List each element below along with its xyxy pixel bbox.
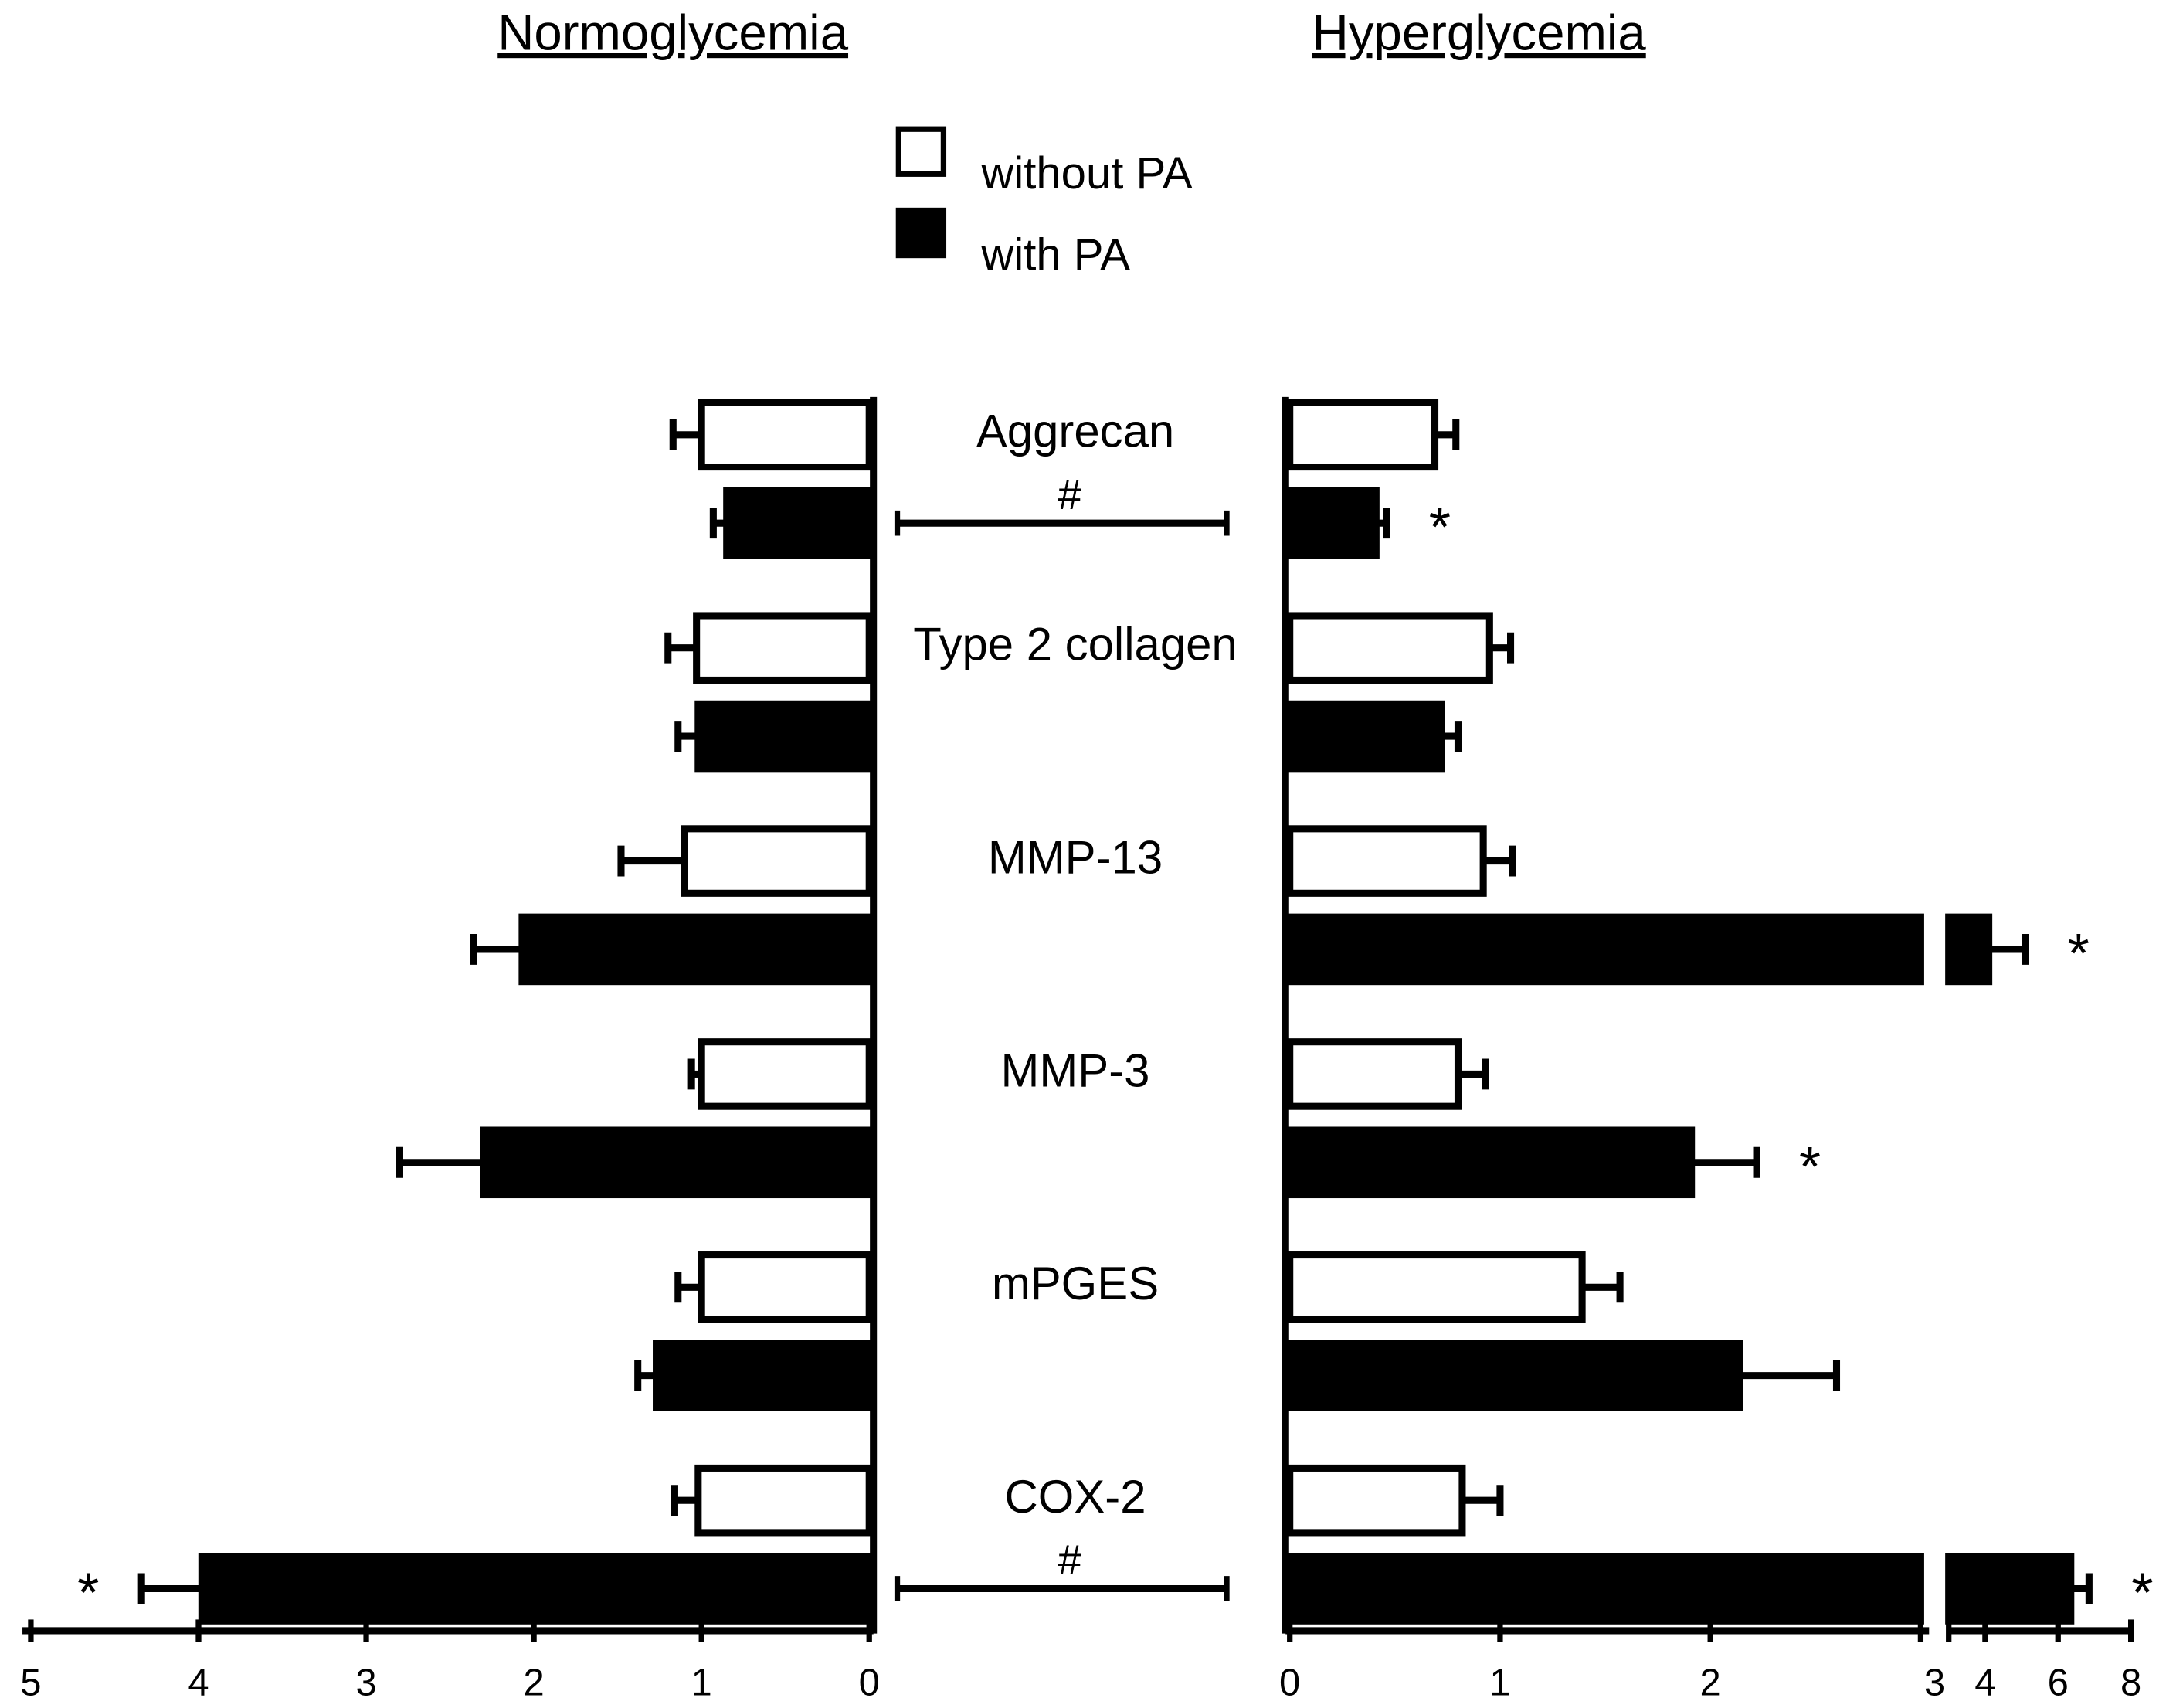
bar	[518, 913, 873, 986]
bar	[1286, 1251, 1586, 1323]
bar	[1286, 1464, 1466, 1537]
x-tick-label: 2	[523, 1662, 544, 1704]
bar	[693, 612, 873, 684]
bar	[694, 1464, 873, 1537]
category-label: Aggrecan	[976, 406, 1174, 457]
legend-label: with PA	[980, 230, 1130, 280]
x-tick-label: 3	[355, 1662, 376, 1704]
category-label: MMP-13	[988, 831, 1163, 883]
bar	[1286, 1038, 1462, 1110]
bar	[1286, 612, 1493, 684]
bar	[1286, 399, 1439, 471]
x-tick-label: 3	[1924, 1662, 1945, 1704]
bar	[698, 1038, 873, 1110]
bar	[698, 399, 873, 471]
comparison-label: #	[1058, 471, 1082, 518]
significance-mark: *	[2068, 922, 2090, 985]
panel-title: Hyperglycemia	[1312, 5, 1647, 61]
bar	[1286, 1553, 1924, 1625]
legend-swatch	[895, 207, 947, 259]
bar	[653, 1340, 873, 1411]
bar	[1286, 1340, 1743, 1411]
category-label: mPGES	[992, 1258, 1159, 1309]
x-tick-label: 8	[2120, 1662, 2141, 1704]
bar	[1286, 825, 1487, 897]
bar	[681, 825, 873, 897]
significance-mark: *	[1429, 496, 1451, 559]
x-tick-label: 4	[188, 1662, 209, 1704]
bar	[1286, 913, 1924, 986]
bar	[1945, 913, 1993, 986]
x-tick-label: 4	[1974, 1662, 1995, 1704]
legend-label: without PA	[980, 148, 1193, 199]
x-tick-label: 6	[2048, 1662, 2069, 1704]
x-tick-label: 1	[691, 1662, 712, 1704]
x-tick-label: 0	[859, 1662, 880, 1704]
bar	[480, 1126, 873, 1199]
significance-mark: *	[77, 1562, 99, 1625]
panel-title: Normoglycemia	[497, 5, 848, 61]
category-label: MMP-3	[1001, 1044, 1150, 1096]
legend-swatch	[895, 126, 947, 177]
x-tick-label: 2	[1700, 1662, 1721, 1704]
x-tick-label: 1	[1489, 1662, 1510, 1704]
category-label: Type 2 collagen	[913, 619, 1237, 671]
x-tick-label: 5	[20, 1662, 41, 1704]
significance-mark: *	[1799, 1136, 1821, 1198]
comparison-label: #	[1058, 1537, 1082, 1584]
bar	[1286, 1126, 1696, 1199]
bar	[723, 487, 873, 559]
bar	[1286, 487, 1380, 559]
bar	[1286, 700, 1445, 773]
bar	[694, 700, 873, 773]
significance-mark: *	[2131, 1562, 2153, 1625]
bar	[698, 1251, 873, 1323]
bar	[1945, 1553, 2075, 1625]
bar	[198, 1553, 873, 1625]
category-label: COX-2	[1005, 1471, 1146, 1523]
x-tick-label: 0	[1279, 1662, 1300, 1704]
